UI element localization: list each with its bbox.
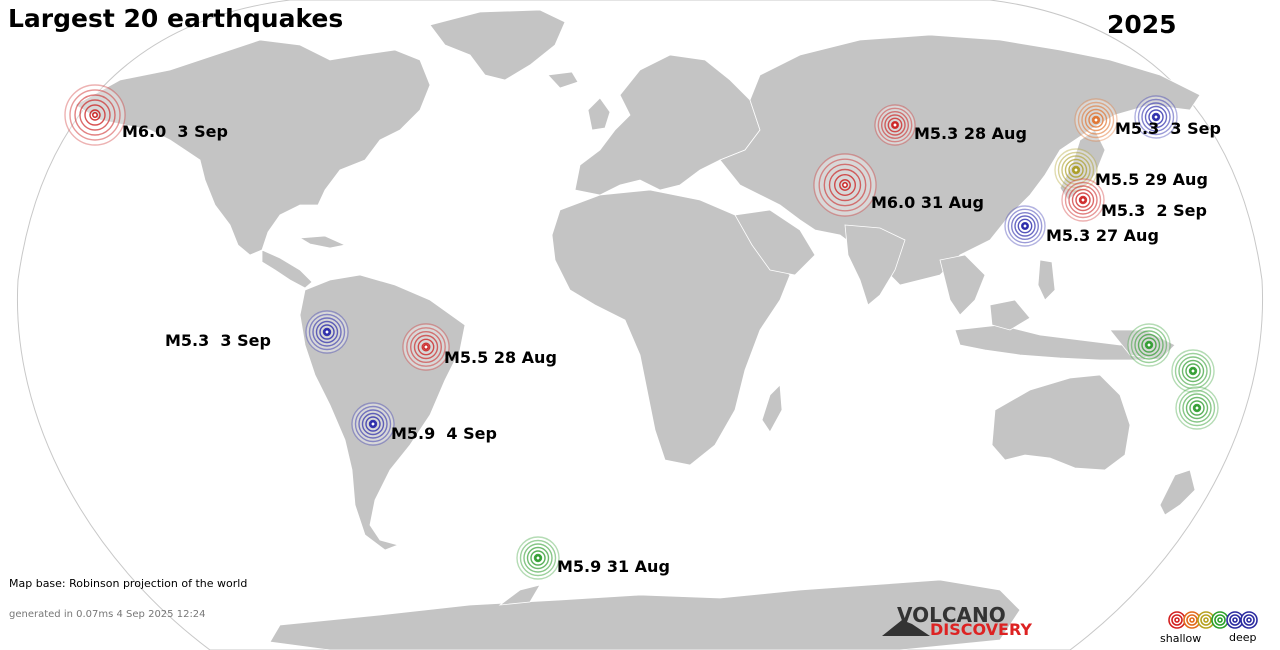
landmass-madagascar	[761, 384, 783, 433]
earthquake-label-brazil: M5.5 28 Aug	[444, 348, 557, 367]
map-title: Largest 20 earthquakes	[8, 4, 344, 33]
earthquake-marker-peru[interactable]	[305, 310, 349, 354]
earthquake-marker-png[interactable]	[1127, 323, 1171, 367]
landmass-indonesia	[954, 324, 1151, 361]
continents	[74, 9, 1201, 650]
logo-line1: VOLCANO	[897, 603, 1006, 627]
landmass-africa	[551, 189, 791, 466]
legend-ring-1	[1168, 611, 1186, 629]
earthquake-label-taiwan: M5.3 27 Aug	[1046, 226, 1159, 245]
landmass-borneo	[989, 299, 1031, 331]
landmass-north-america	[74, 39, 431, 256]
depth-legend-markers	[1168, 611, 1258, 629]
earthquake-marker-kuril[interactable]	[1134, 95, 1178, 139]
earthquake-marker-hokkaido[interactable]	[1074, 98, 1118, 142]
legend-ring-3	[1197, 611, 1215, 629]
depth-legend: shallow deep	[1155, 610, 1265, 648]
legend-deep-label: deep	[1229, 631, 1257, 644]
earthquake-marker-vanuatu[interactable]	[1175, 386, 1219, 430]
earthquake-marker-japan-center[interactable]	[1054, 148, 1098, 192]
earthquake-marker-japan-south[interactable]	[1061, 178, 1105, 222]
landmass-iceland	[547, 71, 579, 89]
landmass-antarctic-peninsula	[498, 584, 541, 606]
earthquake-label-mongolia: M5.3 28 Aug	[914, 124, 1027, 143]
earthquake-label-peru: M5.3 3 Sep	[165, 331, 271, 350]
earthquake-label-japan-center: M5.5 29 Aug	[1095, 170, 1208, 189]
map-year: 2025	[1107, 10, 1177, 39]
earthquake-label-afghanistan: M6.0 31 Aug	[871, 193, 984, 212]
volcano-discovery-logo[interactable]: VOLCANO DISCOVERY	[880, 603, 1040, 643]
landmass-uk	[587, 97, 611, 131]
landmass-australia	[991, 374, 1131, 471]
earthquake-markers	[64, 84, 1219, 580]
earthquake-marker-bolivia[interactable]	[351, 402, 395, 446]
earthquake-marker-alaska[interactable]	[64, 84, 126, 146]
landmass-india	[844, 224, 906, 306]
landmass-philippines	[1037, 259, 1056, 301]
earthquake-marker-afghanistan[interactable]	[813, 153, 877, 217]
landmass-southeast-asia	[939, 254, 986, 316]
landmass-central-america	[261, 249, 313, 289]
logo-line2: DISCOVERY	[930, 620, 1033, 639]
earthquake-marker-brazil[interactable]	[402, 323, 450, 371]
earthquake-label-bolivia: M5.9 4 Sep	[391, 424, 497, 443]
landmass-asia	[719, 34, 1201, 286]
earthquake-label-alaska: M6.0 3 Sep	[122, 122, 228, 141]
logo-mountain-icon	[882, 620, 930, 636]
landmass-cuba	[298, 235, 347, 249]
map-base-note: Map base: Robinson projection of the wor…	[9, 577, 248, 590]
earthquake-label-kuril: M5.3 3 Sep	[1115, 119, 1221, 138]
earthquake-marker-mongolia[interactable]	[874, 104, 916, 146]
landmass-greenland	[429, 9, 566, 81]
landmass-arabia	[734, 209, 816, 276]
generated-note: generated in 0.07ms 4 Sep 2025 12:24	[9, 609, 206, 620]
legend-shallow-label: shallow	[1160, 632, 1202, 645]
earthquake-marker-solomon[interactable]	[1171, 349, 1215, 393]
earthquake-label-japan-south: M5.3 2 Sep	[1101, 201, 1207, 220]
earthquake-label-south-sandwich: M5.9 31 Aug	[557, 557, 670, 576]
earthquake-marker-taiwan[interactable]	[1004, 205, 1046, 247]
landmass-new-zealand	[1159, 469, 1196, 516]
legend-ring-6	[1240, 611, 1258, 629]
earthquake-marker-south-sandwich[interactable]	[516, 536, 560, 580]
